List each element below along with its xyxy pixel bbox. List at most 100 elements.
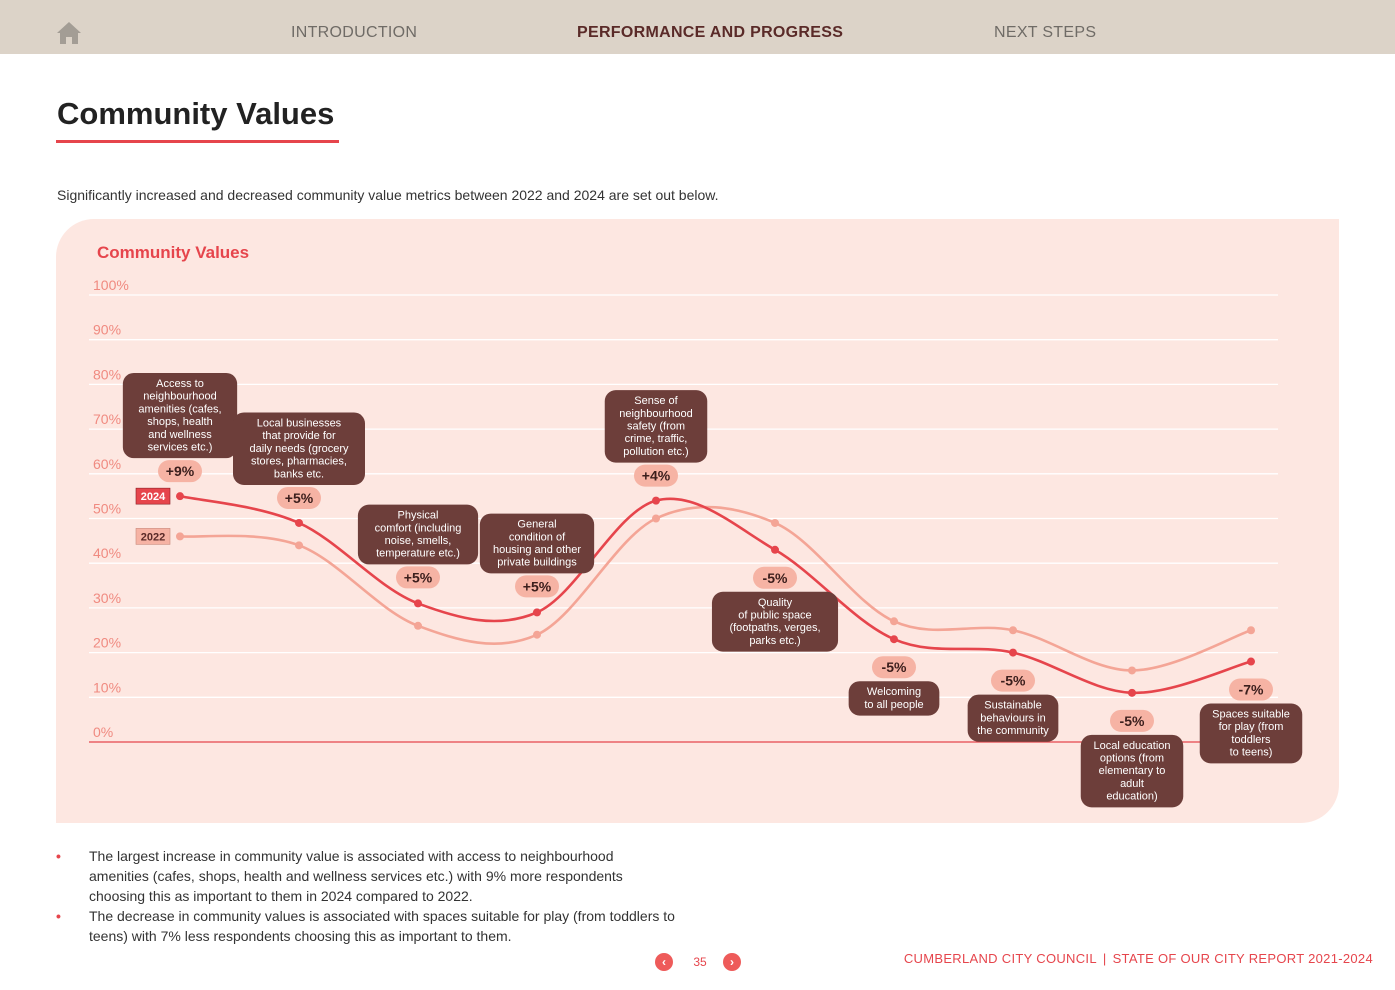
category-label-line: behaviours in (980, 712, 1045, 724)
category-label-line: (footpaths, verges, (729, 622, 820, 634)
category-label-line: options (from (1100, 753, 1164, 765)
change-badge (515, 575, 559, 598)
category-label-line: Quality (758, 597, 793, 609)
category-label-line: condition of (509, 531, 566, 543)
category-label-box (479, 513, 595, 574)
category-label-line: neighbourhood (619, 408, 692, 420)
data-point-2022 (652, 514, 660, 523)
category-label-line: toddlers (1231, 734, 1271, 746)
data-point-2022 (414, 621, 422, 630)
nav-performance-and-progress[interactable]: PERFORMANCE AND PROGRESS (577, 24, 844, 41)
category-label-line: of public space (738, 609, 811, 621)
category-label-line: to all people (864, 699, 923, 711)
category-label-line: noise, smells, (385, 535, 452, 547)
category-label-box (848, 681, 940, 716)
y-tick-label: 90% (93, 322, 121, 338)
category-label-line: stores, pharmacies, (251, 456, 347, 468)
change-badge (753, 566, 797, 589)
footer-org: CUMBERLAND CITY COUNCIL (903, 951, 1097, 966)
category-label-box (1080, 734, 1184, 808)
category-label-line: Sustainable (984, 700, 1042, 712)
category-label-box (233, 412, 365, 485)
category-label-line: and wellness (148, 429, 212, 441)
change-badge (634, 464, 678, 487)
chart-title: Community Values (97, 243, 249, 262)
category-label-line: Local education (1093, 740, 1170, 752)
category-label-line: banks etc. (274, 468, 324, 480)
category-label-box (711, 591, 839, 652)
data-point-2022 (176, 532, 184, 541)
y-tick-label: 60% (93, 456, 121, 472)
data-point-2024 (1128, 688, 1136, 697)
series-tag-2022 (135, 528, 171, 545)
category-label-line: education) (1106, 791, 1157, 803)
category-label-box (357, 504, 479, 565)
data-point-2024 (176, 492, 184, 501)
data-point-2024 (533, 608, 541, 617)
note-item: The largest increase in community value … (56, 846, 676, 906)
category-label-line: temperature etc.) (376, 548, 460, 560)
footer-separator: | (1102, 951, 1107, 966)
category-label-line: Physical (398, 510, 439, 522)
change-badge-label: +5% (285, 490, 314, 506)
y-tick-label: 20% (93, 635, 121, 651)
series-tag-label: 2022 (141, 531, 165, 543)
pagination: ‹ 35 › (655, 953, 745, 973)
change-badge-label: +9% (166, 463, 195, 479)
category-label-line: Local businesses (257, 417, 342, 429)
note-item: The decrease in community values is asso… (56, 906, 676, 946)
data-point-2022 (890, 617, 898, 626)
top-navigation: INTRODUCTION PERFORMANCE AND PROGRESS NE… (0, 0, 1395, 54)
category-label-line: private buildings (497, 557, 577, 569)
change-badge-label: -5% (763, 570, 788, 586)
data-point-2024 (1009, 648, 1017, 657)
change-badge-label: +4% (642, 468, 671, 484)
change-badge (277, 486, 321, 509)
data-point-2024 (771, 545, 779, 554)
y-tick-label: 100% (93, 277, 129, 293)
data-point-2024 (295, 518, 303, 527)
category-label-line: safety (from (627, 421, 685, 433)
data-point-2024 (414, 599, 422, 608)
category-label-line: Sense of (634, 395, 678, 407)
nav-introduction[interactable]: INTRODUCTION (291, 24, 418, 41)
series-tag-2024 (135, 487, 171, 505)
category-label-line: elementary to (1099, 765, 1166, 777)
change-badge-label: +5% (523, 578, 552, 594)
category-label-line: comfort (including (375, 522, 462, 534)
category-label-line: housing and other (493, 544, 581, 556)
category-label-line: General (517, 519, 556, 531)
data-point-2022 (1247, 626, 1255, 635)
data-point-2024 (890, 635, 898, 644)
community-values-chart: Community Values 100% 90% 80% 70% 60% 50% 40% 30… (89, 243, 1303, 808)
data-point-2022 (771, 518, 779, 527)
category-label-line: crime, traffic, (625, 433, 688, 445)
footer-report: STATE OF OUR CITY REPORT 2021-2024 (1112, 951, 1373, 966)
category-label-line: Spaces suitable (1212, 709, 1290, 721)
chevron-right-icon[interactable]: › (723, 953, 741, 971)
y-tick-label: 70% (93, 411, 121, 427)
category-label-line: Access to (156, 378, 204, 390)
series-tag-label: 2024 (141, 491, 166, 503)
data-point-2022 (295, 541, 303, 550)
data-point-2024 (1247, 657, 1255, 666)
category-label-line: parks etc.) (749, 635, 800, 647)
home-icon[interactable] (56, 20, 82, 46)
category-label-line: to teens) (1230, 747, 1273, 759)
category-label-line: Welcoming (867, 686, 921, 698)
data-point-2022 (533, 630, 541, 639)
y-tick-label: 40% (93, 545, 121, 561)
category-label-line: the community (977, 725, 1049, 737)
category-label-line: shops, health (147, 416, 212, 428)
change-badge-label: -5% (1120, 713, 1145, 729)
page-number: 35 (693, 955, 707, 969)
chart-panel: Community Values 100% 90% 80% 70% 60% 50% 40% 30… (56, 219, 1339, 823)
change-badge (1110, 709, 1154, 732)
change-badge-label: -5% (882, 659, 907, 675)
change-badge-label: -5% (1001, 673, 1026, 689)
category-label-box (1199, 703, 1303, 764)
nav-next-steps[interactable]: NEXT STEPS (994, 24, 1097, 41)
chevron-left-icon[interactable]: ‹ (655, 953, 673, 971)
footer: CUMBERLAND CITY COUNCIL | STATE OF OUR CIT… (904, 951, 1373, 966)
series-line-2024 (179, 494, 1252, 695)
